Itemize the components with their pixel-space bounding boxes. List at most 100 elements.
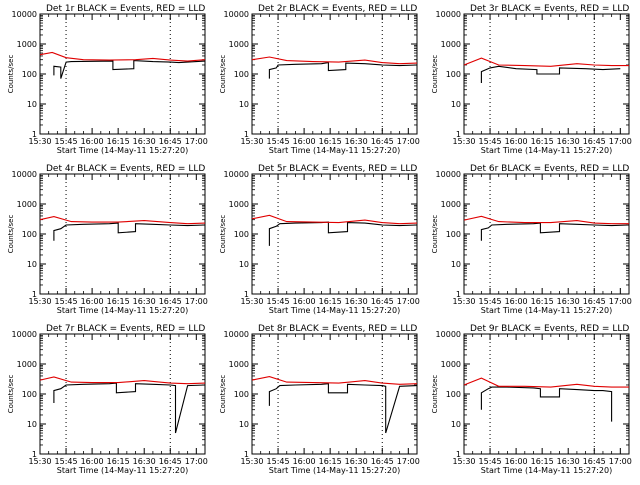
y-tick-label: 10000: [436, 330, 461, 339]
y-tick-label: 100: [234, 230, 249, 239]
y-tick-label: 10: [239, 100, 249, 109]
y-tick-label: 10: [27, 420, 37, 429]
series-lld: [251, 56, 418, 65]
y-tick-label: 100: [22, 390, 37, 399]
y-tick-label: 1000: [17, 40, 37, 49]
series-lld: [39, 51, 206, 62]
series-events: [53, 222, 206, 241]
chart-panel-6: Det 6r BLACK = Events, RED = LLD 1 10 100 10…: [431, 164, 632, 315]
x-tick-label: 16:00: [293, 297, 316, 306]
y-tick-label: 100: [234, 70, 249, 79]
x-tick-label: 15:30: [240, 457, 263, 466]
x-tick-label: 15:45: [55, 297, 78, 306]
chart-title: Det 7r BLACK = Events, RED = LLD: [46, 324, 205, 334]
x-tick-label: 16:45: [159, 457, 182, 466]
y-tick-label: 100: [22, 230, 37, 239]
y-tick-label: 10000: [12, 10, 37, 19]
y-tick-label: 10000: [12, 170, 37, 179]
x-tick-label: 16:30: [557, 297, 580, 306]
series-events: [480, 222, 630, 241]
x-tick-label: 15:45: [479, 297, 502, 306]
chart-title: Det 5r BLACK = Events, RED = LLD: [258, 164, 417, 174]
chart-panel-3: Det 3r BLACK = Events, RED = LLD 1 10 100 10…: [431, 4, 632, 155]
y-tick-label: 1: [456, 450, 461, 459]
x-axis-label: Start Time (14-May-11 15:27:20): [481, 466, 612, 475]
x-tick-label: 16:00: [505, 297, 528, 306]
y-axis-label: Counts/sec: [431, 215, 439, 254]
x-axis-label: Start Time (14-May-11 15:27:20): [269, 306, 400, 315]
series-lld: [463, 377, 629, 388]
plot-frame: [39, 13, 206, 135]
x-tick-label: 15:30: [452, 457, 475, 466]
y-axis-label: Counts/sec: [219, 375, 227, 414]
y-tick-label: 1000: [17, 360, 37, 369]
y-tick-label: 1: [244, 290, 249, 299]
plot-frame: [39, 333, 206, 455]
x-tick-label: 16:45: [371, 137, 394, 146]
x-tick-label: 16:00: [293, 457, 316, 466]
y-tick-label: 10: [27, 260, 37, 269]
x-tick-label: 16:15: [531, 137, 554, 146]
x-tick-label: 17:00: [609, 297, 632, 306]
y-tick-label: 1: [244, 450, 249, 459]
y-tick-label: 1000: [229, 200, 249, 209]
x-tick-label: 17:00: [185, 457, 208, 466]
y-tick-label: 1000: [17, 200, 37, 209]
chart-panel-7: Det 7r BLACK = Events, RED = LLD 1 10 100 10…: [7, 324, 208, 475]
y-tick-label: 10: [451, 100, 461, 109]
y-tick-label: 100: [446, 70, 461, 79]
x-tick-label: 16:45: [583, 457, 606, 466]
x-axis-label: Start Time (14-May-11 15:27:20): [269, 146, 400, 155]
series-lld: [251, 214, 418, 225]
x-tick-label: 16:30: [133, 457, 156, 466]
x-tick-label: 16:15: [531, 297, 554, 306]
x-tick-label: 15:30: [452, 137, 475, 146]
y-tick-label: 1: [456, 290, 461, 299]
x-tick-label: 16:15: [319, 137, 342, 146]
x-tick-label: 16:45: [583, 137, 606, 146]
y-tick-label: 10: [27, 100, 37, 109]
y-axis-label: Counts/sec: [7, 215, 15, 254]
x-tick-label: 16:15: [107, 137, 130, 146]
chart-panel-4: Det 4r BLACK = Events, RED = LLD 1 10 100 10…: [7, 164, 208, 315]
x-tick-label: 16:15: [319, 457, 342, 466]
x-tick-label: 16:15: [107, 457, 130, 466]
y-tick-label: 10: [239, 420, 249, 429]
plot-frame: [251, 173, 418, 295]
series-events: [268, 61, 418, 79]
x-tick-label: 15:30: [28, 457, 51, 466]
x-tick-label: 16:15: [107, 297, 130, 306]
x-tick-label: 16:30: [133, 297, 156, 306]
y-axis-label: Counts/sec: [431, 375, 439, 414]
x-tick-label: 16:00: [505, 457, 528, 466]
chart-title: Det 1r BLACK = Events, RED = LLD: [46, 4, 205, 14]
chart-panel-1: Det 1r BLACK = Events, RED = LLD 1 10 100 10…: [7, 4, 208, 155]
x-tick-label: 15:30: [452, 297, 475, 306]
x-tick-label: 16:00: [81, 457, 104, 466]
x-tick-label: 15:30: [28, 297, 51, 306]
chart-panel-9: Det 9r BLACK = Events, RED = LLD 1 10 100 10…: [431, 324, 632, 475]
y-tick-label: 1000: [441, 40, 461, 49]
series-lld: [39, 216, 206, 225]
chart-title: Det 6r BLACK = Events, RED = LLD: [470, 164, 629, 174]
y-tick-label: 10000: [436, 170, 461, 179]
x-tick-label: 16:45: [159, 137, 182, 146]
x-tick-label: 17:00: [609, 457, 632, 466]
x-tick-label: 16:45: [371, 297, 394, 306]
chart-title: Det 9r BLACK = Events, RED = LLD: [470, 324, 629, 334]
plot-frame: [463, 333, 630, 455]
x-axis-label: Start Time (14-May-11 15:27:20): [269, 466, 400, 475]
chart-panel-8: Det 8r BLACK = Events, RED = LLD 1 10 100 10…: [219, 324, 420, 475]
y-tick-label: 10: [451, 420, 461, 429]
y-tick-label: 100: [446, 390, 461, 399]
y-tick-label: 1: [32, 450, 37, 459]
x-tick-label: 15:45: [479, 457, 502, 466]
y-tick-label: 1: [244, 130, 249, 139]
plot-frame: [463, 173, 630, 295]
x-tick-label: 16:30: [557, 457, 580, 466]
series-events: [53, 382, 206, 434]
x-tick-label: 16:45: [583, 297, 606, 306]
y-tick-label: 10: [451, 260, 461, 269]
chart-title: Det 3r BLACK = Events, RED = LLD: [470, 4, 629, 14]
